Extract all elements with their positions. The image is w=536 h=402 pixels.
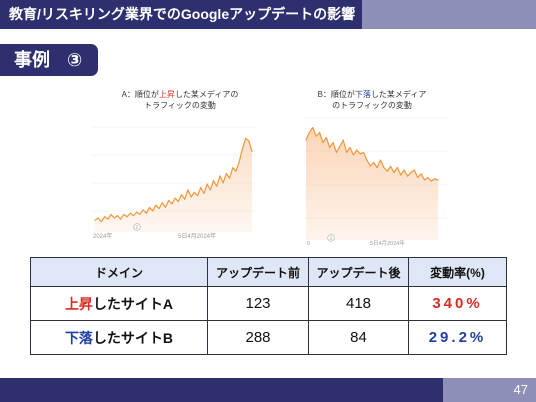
cell-before: 123 bbox=[207, 286, 309, 321]
chart-a-series-line bbox=[94, 137, 253, 223]
chart-b-series-line bbox=[305, 126, 439, 182]
chart-a-title-suffix: した某メディアの bbox=[174, 90, 239, 99]
chart-a-x-tick-label-mid: 5日4月2024年 bbox=[178, 232, 216, 240]
chart-b-x-tick-label-mid: 5日4月2024年 bbox=[370, 239, 405, 247]
chart-b-title-prefix: B：順位が bbox=[317, 90, 355, 99]
cell-change-rate: 29.2% bbox=[408, 320, 507, 355]
chart-a-x-tick-label-start: 2024年 bbox=[93, 232, 112, 240]
table-row: 下落したサイトB 288 84 29.2% bbox=[30, 320, 507, 355]
chart-b-title-line1: B：順位が下落した某メディア bbox=[292, 89, 452, 100]
cell-change-rate: 340% bbox=[408, 286, 507, 321]
column-header-after: アップデート後 bbox=[308, 257, 409, 287]
chart-b-annotation-marker bbox=[327, 234, 335, 242]
domain-highlight: 下落 bbox=[64, 329, 93, 346]
table-row: 上昇したサイトA 123 418 340% bbox=[30, 286, 507, 321]
chart-a-series-area bbox=[95, 138, 252, 232]
chart-a-traffic: 2 2024年 5日4月2024年 bbox=[92, 126, 256, 240]
cell-after: 84 bbox=[308, 320, 409, 355]
slide-title: 教育/リスキリング業界でのGoogleアップデートの影響 bbox=[9, 6, 356, 22]
section-label-text: 事例 ③ bbox=[14, 50, 83, 70]
chart-b-title-line2: のトラフィックの変動 bbox=[332, 101, 412, 110]
header-accent-bar bbox=[362, 0, 536, 29]
column-header-domain: ドメイン bbox=[30, 257, 208, 287]
chart-b-x-tick-label-start: 0 bbox=[307, 241, 310, 247]
domain-suffix: したサイトB bbox=[92, 329, 174, 346]
domain-suffix: したサイトA bbox=[92, 295, 174, 312]
header-bar: 教育/リスキリング業界でのGoogleアップデートの影響 bbox=[0, 0, 362, 29]
column-header-change-rate: 変動率(%) bbox=[408, 257, 507, 287]
chart-a-annotation-label: 2 bbox=[136, 225, 139, 230]
cell-after: 418 bbox=[308, 286, 409, 321]
chart-a-title-prefix: A：順位が bbox=[121, 90, 159, 99]
column-header-before: アップデート前 bbox=[207, 257, 309, 287]
chart-b-series-area bbox=[306, 127, 438, 240]
section-label: 事例 ③ bbox=[0, 44, 98, 76]
domain-highlight: 上昇 bbox=[64, 295, 93, 312]
cell-domain: 下落したサイトB bbox=[30, 320, 208, 355]
page-number: 47 bbox=[513, 382, 528, 397]
cell-before: 288 bbox=[207, 320, 309, 355]
chart-a-title: A：順位が上昇した某メディアの トラフィックの変動 bbox=[100, 89, 260, 111]
chart-a-title-line2: トラフィックの変動 bbox=[144, 101, 216, 110]
chart-a-annotation-marker bbox=[133, 223, 141, 231]
comparison-table: ドメイン アップデート前 アップデート後 変動率(%) 上昇したサイトA 123… bbox=[30, 257, 507, 355]
chart-a-title-highlight: 上昇 bbox=[158, 90, 175, 99]
chart-b-traffic: 2 0 5日4月2024年 bbox=[303, 117, 448, 247]
chart-b-title-suffix: した某メディア bbox=[370, 90, 427, 99]
table-header-row: ドメイン アップデート前 アップデート後 変動率(%) bbox=[30, 257, 507, 287]
footer-accent-bar: 47 bbox=[443, 378, 536, 402]
chart-a-title-line1: A：順位が上昇した某メディアの bbox=[100, 89, 260, 100]
chart-b-title: B：順位が下落した某メディア のトラフィックの変動 bbox=[292, 89, 452, 111]
chart-b-annotation-label: 2 bbox=[330, 236, 333, 241]
cell-domain: 上昇したサイトA bbox=[30, 286, 208, 321]
footer-bar bbox=[0, 378, 443, 402]
chart-b-title-highlight: 下落 bbox=[354, 90, 371, 99]
